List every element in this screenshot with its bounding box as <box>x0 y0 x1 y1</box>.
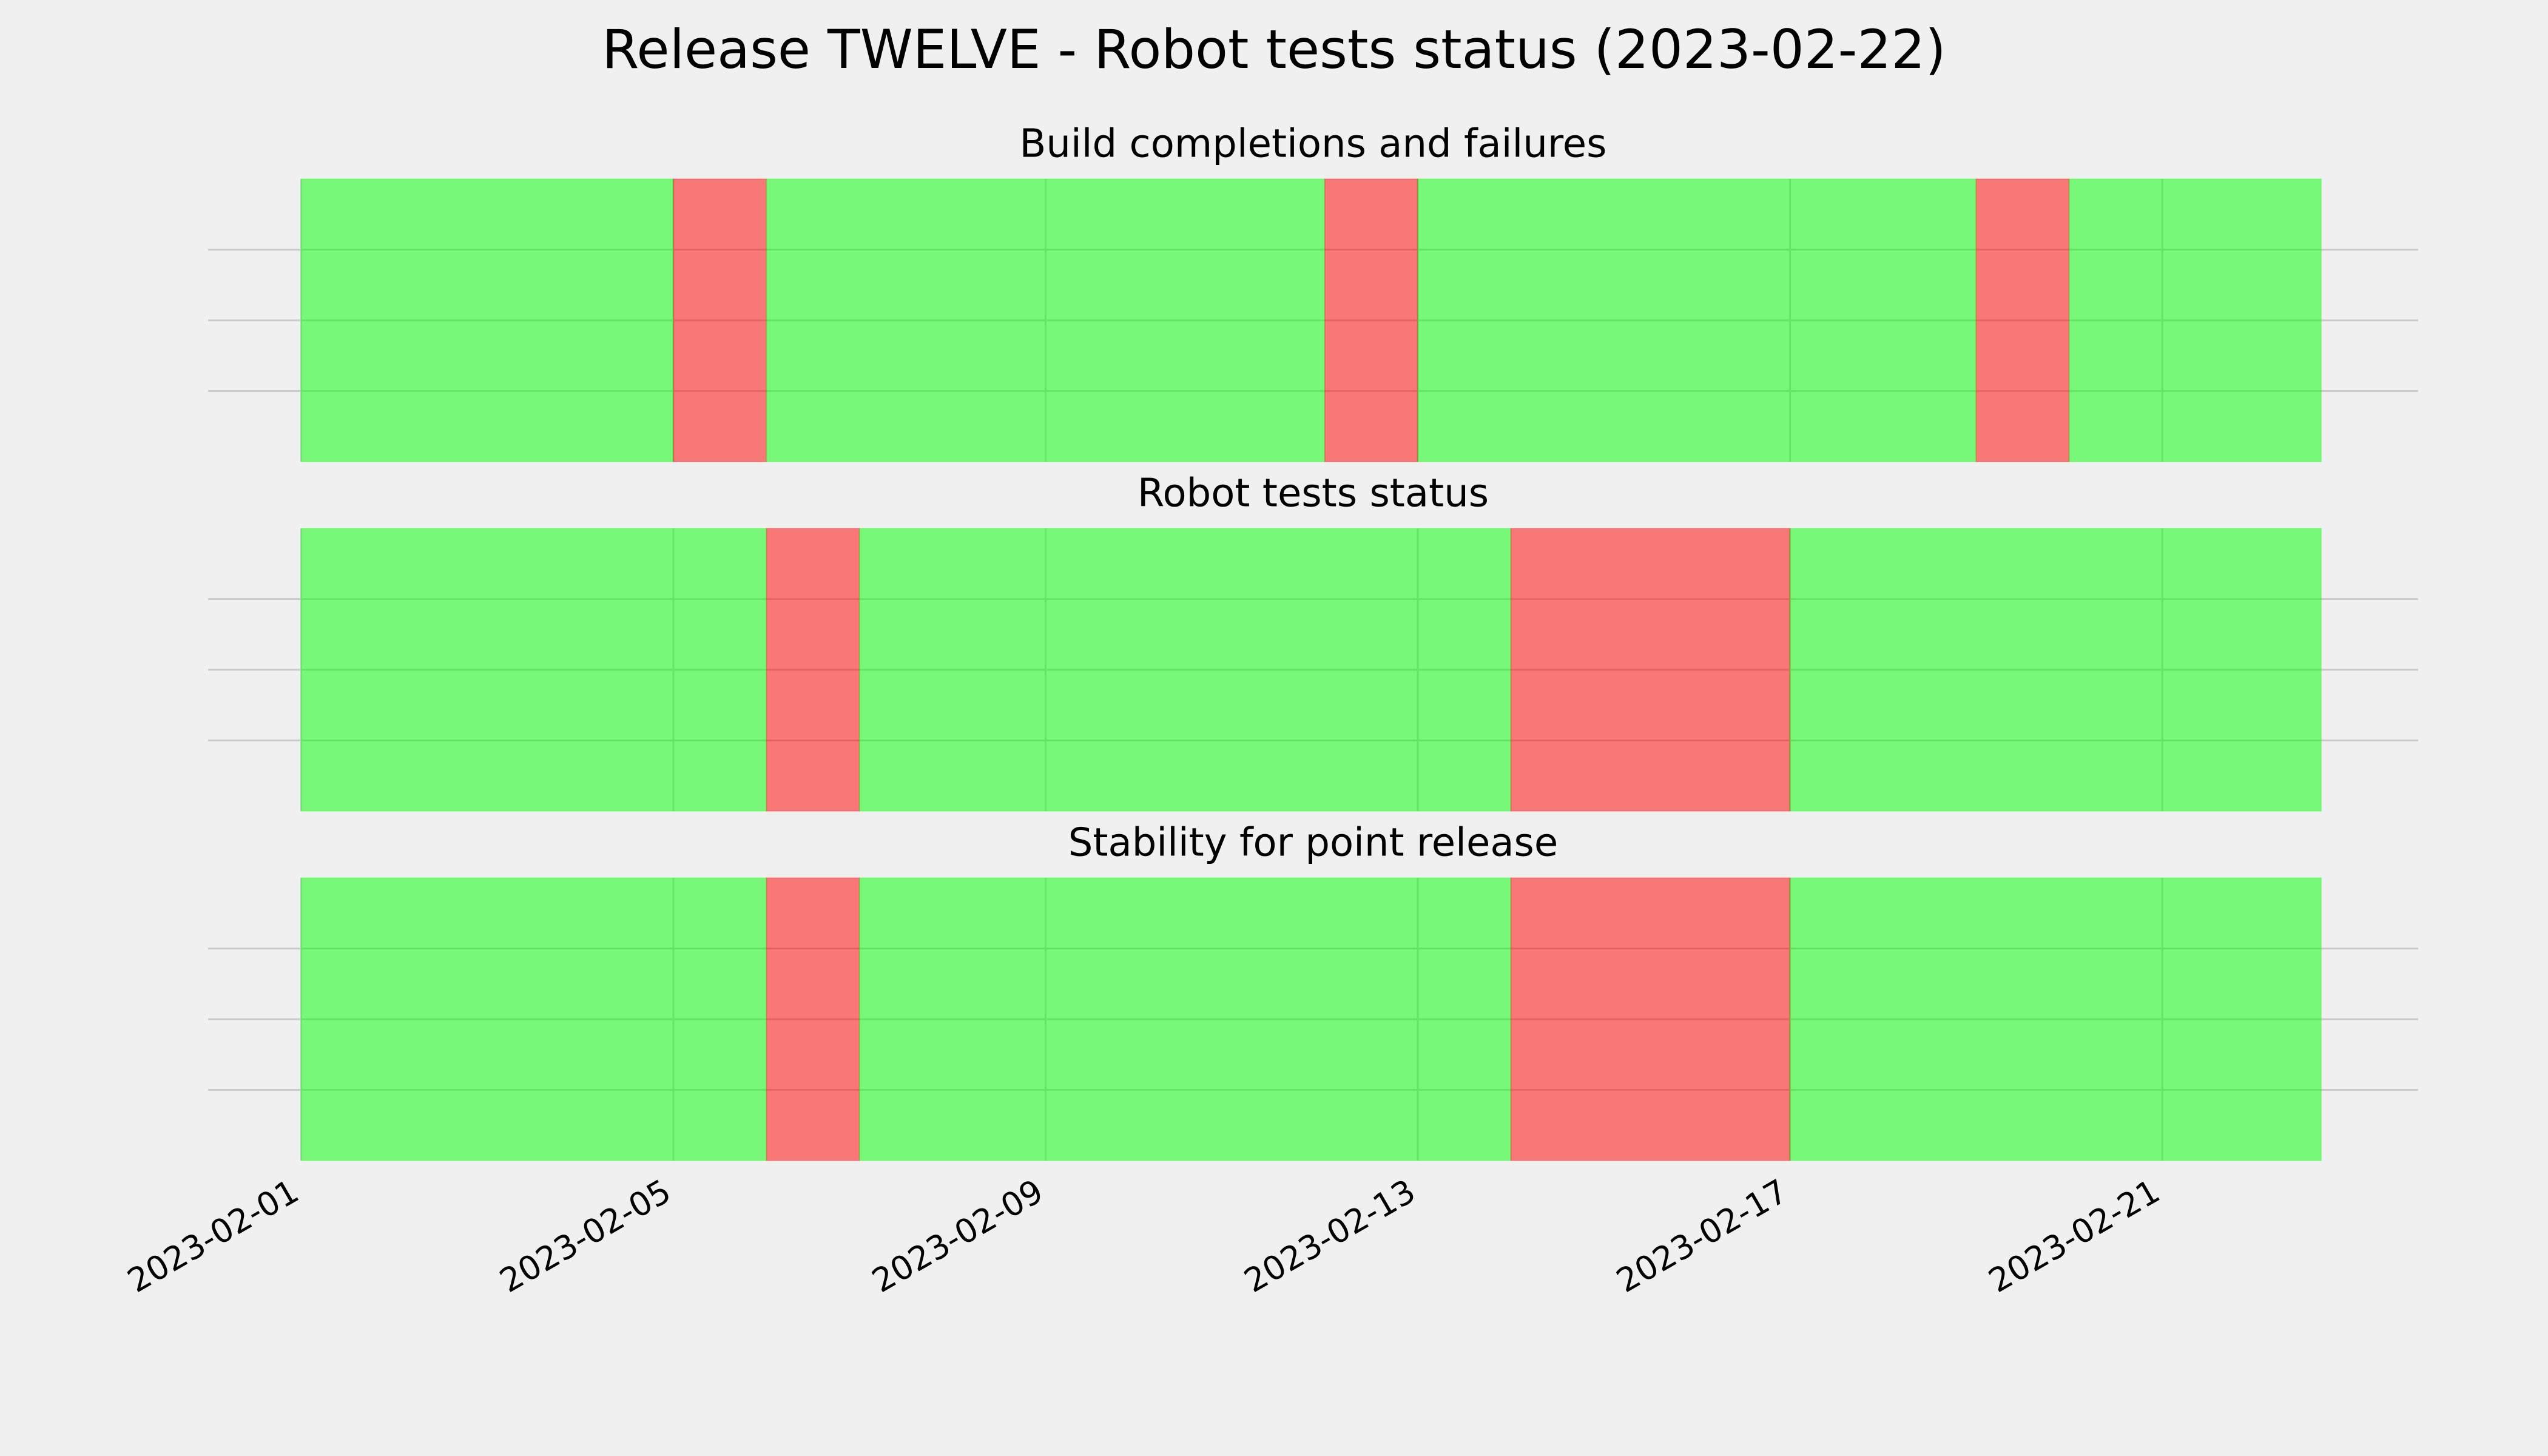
subplot-title: Stability for point release <box>1068 821 1559 866</box>
x-tick-label: 2023-02-09 <box>866 1172 1050 1300</box>
x-tick-label: 2023-02-05 <box>493 1172 677 1300</box>
status-span <box>1510 877 1791 1161</box>
x-tick-label: 2023-02-13 <box>1238 1172 1421 1300</box>
status-span <box>766 528 860 812</box>
x-tick-label: 2023-02-17 <box>1610 1172 1794 1300</box>
status-span <box>1975 178 2070 462</box>
status-span <box>1417 178 1977 462</box>
status-span <box>858 877 1512 1161</box>
status-span <box>300 178 674 462</box>
figure-title: Release TWELVE - Robot tests status (202… <box>602 18 1946 81</box>
status-span <box>300 528 767 812</box>
x-tick-label: 2023-02-21 <box>1982 1172 2166 1300</box>
subplot-title: Build completions and failures <box>1020 122 1607 167</box>
status-span <box>672 178 767 462</box>
subplot-title: Robot tests status <box>1138 471 1489 516</box>
status-span <box>1510 528 1791 812</box>
status-span <box>300 877 767 1161</box>
x-tick-label: 2023-02-01 <box>121 1172 305 1300</box>
status-span <box>1324 178 1419 462</box>
status-span <box>2068 178 2322 462</box>
status-span <box>766 877 860 1161</box>
status-span <box>766 178 1326 462</box>
status-span <box>858 528 1512 812</box>
status-span <box>1789 528 2322 812</box>
status-span <box>1789 877 2322 1161</box>
